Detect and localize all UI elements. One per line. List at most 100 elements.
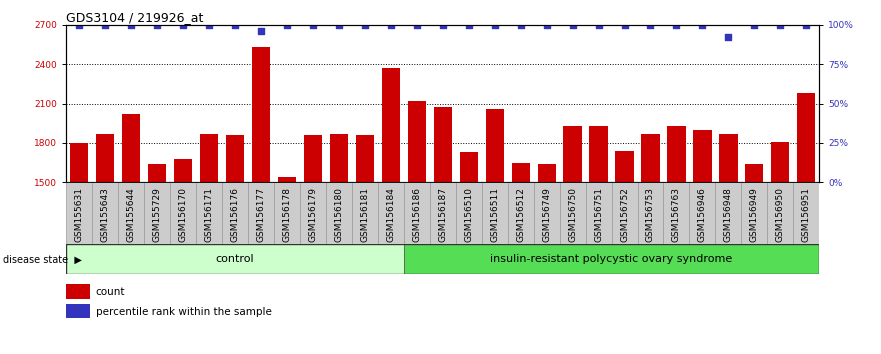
Text: GSM156179: GSM156179 <box>308 187 317 242</box>
Point <box>774 22 788 28</box>
Text: GSM156749: GSM156749 <box>542 187 552 242</box>
Point <box>358 22 372 28</box>
Text: GSM156176: GSM156176 <box>231 187 240 242</box>
Text: GSM156753: GSM156753 <box>646 187 655 242</box>
Text: GSM156170: GSM156170 <box>179 187 188 242</box>
Text: insulin-resistant polycystic ovary syndrome: insulin-resistant polycystic ovary syndr… <box>491 254 733 264</box>
Bar <box>433 108 452 354</box>
FancyBboxPatch shape <box>663 182 690 244</box>
Point <box>384 22 398 28</box>
Point <box>332 22 346 28</box>
Point <box>410 22 424 28</box>
Point <box>514 22 528 28</box>
Point <box>462 22 476 28</box>
FancyBboxPatch shape <box>352 182 378 244</box>
Text: control: control <box>216 254 255 264</box>
Point <box>643 22 657 28</box>
Point <box>202 22 216 28</box>
Point <box>618 22 632 28</box>
Text: GSM156951: GSM156951 <box>802 187 811 242</box>
FancyBboxPatch shape <box>430 182 455 244</box>
Bar <box>66 284 90 299</box>
FancyBboxPatch shape <box>144 182 170 244</box>
Text: GSM156949: GSM156949 <box>750 187 759 242</box>
Point <box>591 22 605 28</box>
Text: count: count <box>96 287 125 297</box>
Point <box>566 22 580 28</box>
Bar <box>564 126 581 354</box>
Bar <box>537 164 556 354</box>
FancyBboxPatch shape <box>690 182 715 244</box>
FancyBboxPatch shape <box>118 182 144 244</box>
Point <box>695 22 709 28</box>
FancyBboxPatch shape <box>274 182 300 244</box>
Bar <box>719 134 737 354</box>
FancyBboxPatch shape <box>403 182 430 244</box>
Point <box>124 22 138 28</box>
Text: GSM156180: GSM156180 <box>334 187 344 242</box>
Point <box>487 22 501 28</box>
Bar <box>304 135 322 354</box>
Point <box>435 22 449 28</box>
Point <box>254 28 268 34</box>
Point <box>176 22 190 28</box>
Bar <box>485 109 504 354</box>
Bar <box>356 135 374 354</box>
Text: GSM156184: GSM156184 <box>386 187 396 242</box>
Point <box>228 22 242 28</box>
FancyBboxPatch shape <box>378 182 403 244</box>
Point <box>722 35 736 40</box>
FancyBboxPatch shape <box>222 182 248 244</box>
Bar <box>641 134 660 354</box>
Text: disease state  ▶: disease state ▶ <box>3 254 82 264</box>
Text: GSM156512: GSM156512 <box>516 187 525 242</box>
Text: percentile rank within the sample: percentile rank within the sample <box>96 307 271 317</box>
FancyBboxPatch shape <box>559 182 586 244</box>
Point <box>747 22 761 28</box>
Text: GDS3104 / 219926_at: GDS3104 / 219926_at <box>66 11 204 24</box>
Text: GSM156763: GSM156763 <box>672 187 681 242</box>
Bar <box>66 304 90 319</box>
FancyBboxPatch shape <box>611 182 638 244</box>
Bar <box>589 126 608 354</box>
Point <box>670 22 684 28</box>
Point <box>98 22 112 28</box>
Bar <box>226 135 244 354</box>
FancyBboxPatch shape <box>92 182 118 244</box>
Bar <box>745 164 764 354</box>
Point <box>306 22 320 28</box>
Bar <box>200 134 218 354</box>
Bar <box>460 152 478 354</box>
FancyBboxPatch shape <box>455 182 482 244</box>
Bar <box>278 177 296 354</box>
Bar <box>329 134 348 354</box>
Bar <box>693 130 712 354</box>
FancyBboxPatch shape <box>638 182 663 244</box>
Point <box>280 22 294 28</box>
FancyBboxPatch shape <box>507 182 534 244</box>
Text: GSM156950: GSM156950 <box>776 187 785 242</box>
Text: GSM156186: GSM156186 <box>412 187 421 242</box>
FancyBboxPatch shape <box>482 182 507 244</box>
Bar <box>70 143 88 354</box>
Text: GSM156510: GSM156510 <box>464 187 473 242</box>
Bar <box>252 47 270 354</box>
FancyBboxPatch shape <box>66 182 92 244</box>
Text: GSM156751: GSM156751 <box>594 187 603 242</box>
Bar <box>174 159 192 354</box>
FancyBboxPatch shape <box>742 182 767 244</box>
Text: GSM156178: GSM156178 <box>282 187 292 242</box>
Bar <box>122 114 140 354</box>
FancyBboxPatch shape <box>300 182 326 244</box>
FancyBboxPatch shape <box>794 182 819 244</box>
Text: GSM156946: GSM156946 <box>698 187 707 242</box>
Text: GSM156752: GSM156752 <box>620 187 629 242</box>
Bar <box>512 162 529 354</box>
FancyBboxPatch shape <box>248 182 274 244</box>
FancyBboxPatch shape <box>534 182 559 244</box>
Text: GSM156171: GSM156171 <box>204 187 213 242</box>
Bar <box>408 101 426 354</box>
Bar <box>668 126 685 354</box>
Bar <box>616 151 633 354</box>
FancyBboxPatch shape <box>403 244 819 274</box>
